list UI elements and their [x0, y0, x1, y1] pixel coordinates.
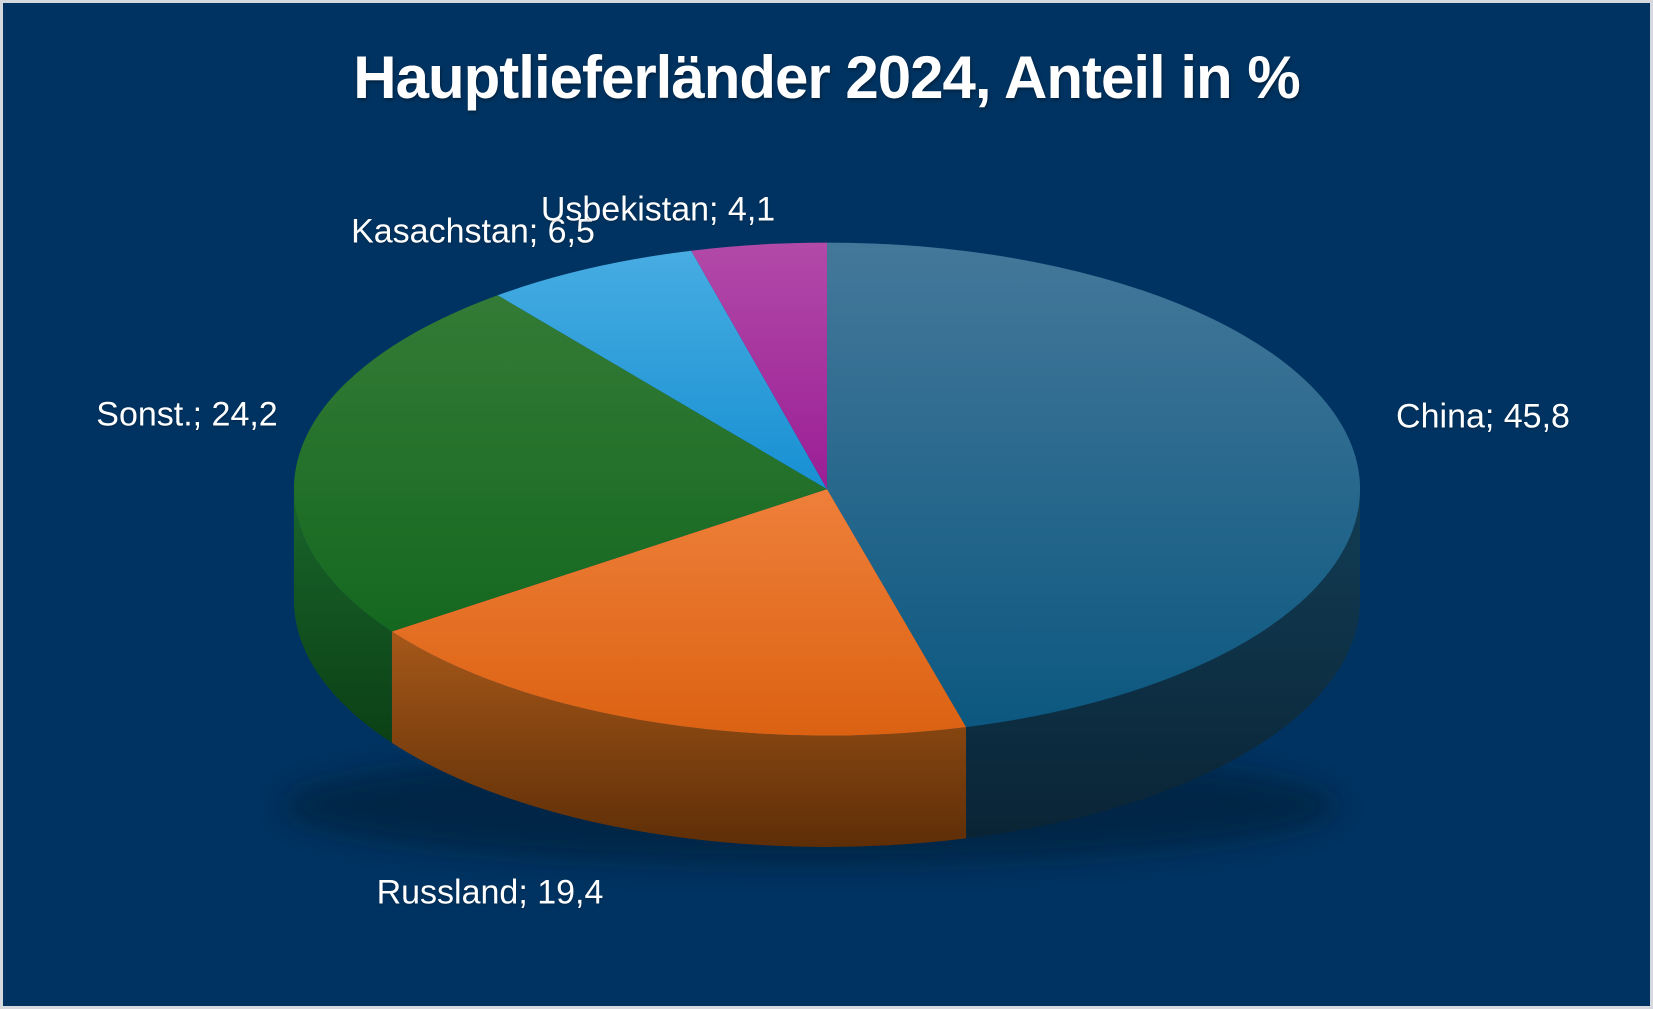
- pie-chart: China; 45,8 Russland; 19,4 Sonst.; 24,2 Kas…: [3, 3, 1650, 1006]
- slice-label-china: China; 45,8: [1396, 397, 1570, 436]
- slice-label-kasachstan: Kasachstan; 6,5: [351, 212, 595, 251]
- pie-rim-sonst: [293, 489, 392, 743]
- slice-label-sonst: Sonst.; 24,2: [96, 395, 278, 434]
- pie-slice-russland: [391, 489, 967, 736]
- slice-label-usbekistan: Usbekistan; 4,1: [540, 190, 776, 229]
- pie-slice-kasachstan: [497, 250, 827, 490]
- chart-title: Hauptlieferländer 2024, Anteil in %: [353, 44, 1300, 111]
- slice-label-russland: Russland; 19,4: [376, 873, 604, 912]
- pie-slice-sonst: [293, 295, 827, 632]
- pie-slice-usbekistan: [691, 242, 827, 490]
- pie-3d-svg: [281, 242, 1361, 864]
- pie-slice-china: [826, 242, 1361, 728]
- pie-rim-russland: [391, 631, 967, 847]
- pie-rim-china: [966, 489, 1361, 839]
